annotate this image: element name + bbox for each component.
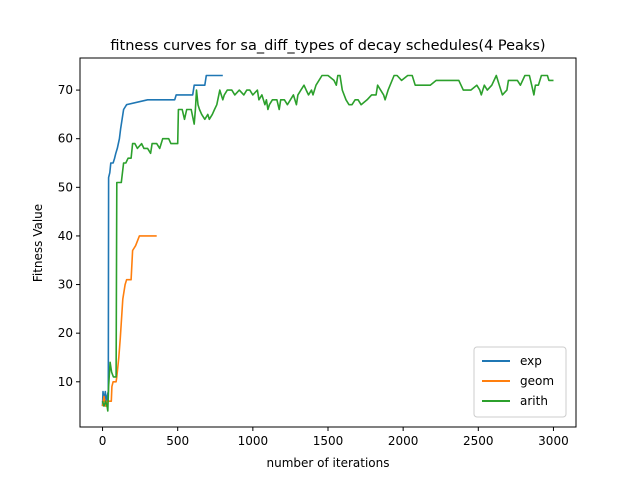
y-tick-label: 70 — [58, 83, 73, 97]
y-tick-label: 30 — [58, 278, 73, 292]
chart-title: fitness curves for sa_diff_types of deca… — [110, 38, 545, 54]
x-tick-label: 2000 — [388, 434, 419, 448]
y-tick-label: 40 — [58, 229, 73, 243]
x-tick-label: 2500 — [463, 434, 494, 448]
legend-box — [473, 346, 567, 418]
legend-label-geom: geom — [520, 374, 554, 388]
y-tick-label: 20 — [58, 326, 73, 340]
x-tick-label: 500 — [166, 434, 189, 448]
x-tick-label: 3000 — [538, 434, 569, 448]
series-line-arith — [101, 74, 554, 412]
x-tick-label: 1500 — [313, 434, 344, 448]
y-tick-label: 10 — [58, 375, 73, 389]
series-line-geom — [101, 235, 157, 407]
legend-label-arith: arith — [520, 394, 548, 408]
x-tick-label: 1000 — [238, 434, 269, 448]
x-axis-title: number of iterations — [267, 456, 390, 470]
legend: exp geom arith — [473, 346, 567, 418]
plot-area — [101, 74, 554, 412]
axes: 0 500 1000 1500 2000 2500 3000 10 20 30 40 50 60 70 — [58, 57, 577, 448]
y-tick-label: 50 — [58, 180, 73, 194]
y-axis-title: Fitness Value — [31, 204, 45, 282]
legend-label-exp: exp — [520, 354, 542, 368]
x-tick-label: 0 — [99, 434, 107, 448]
y-tick-label: 60 — [58, 132, 73, 146]
